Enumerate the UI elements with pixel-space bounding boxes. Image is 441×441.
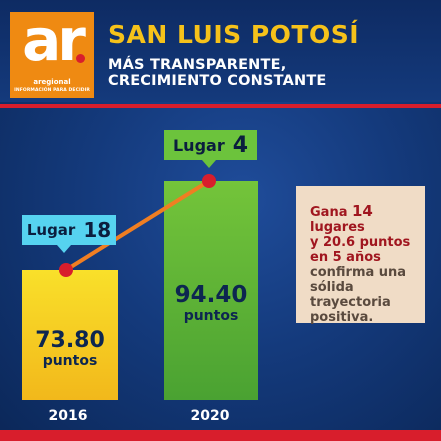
page-title: SAN LUIS POTOSÍ bbox=[108, 20, 360, 49]
x-tick-2020: 2020 bbox=[190, 408, 230, 424]
rank-number: 4 bbox=[232, 132, 249, 158]
footer-band bbox=[0, 430, 441, 441]
info-body-line-1: confirma una bbox=[310, 265, 407, 280]
logo-mark: ar bbox=[22, 6, 86, 74]
info-highlight-line-1: Gana 14 lugares bbox=[310, 202, 373, 236]
trend-point-2020 bbox=[202, 174, 216, 188]
subtitle-line-1: MÁS TRANSPARENTE, bbox=[108, 57, 287, 73]
logo-name: aregional bbox=[33, 78, 71, 86]
info-highlight-line-2: y 20.6 puntos bbox=[310, 235, 411, 250]
value-label-2016: 73.80 puntos bbox=[22, 328, 118, 369]
value-unit: puntos bbox=[183, 308, 239, 324]
subtitle-line-2: CRECIMIENTO CONSTANTE bbox=[108, 73, 327, 89]
logo: ar aregional INFORMACIÓN PARA DECIDIR bbox=[10, 6, 94, 98]
trend-point-2016 bbox=[59, 263, 73, 277]
rank-prefix: Lugar bbox=[26, 221, 76, 239]
header-divider bbox=[0, 104, 441, 108]
rank-number: 18 bbox=[83, 218, 112, 242]
rank-tag-2016: Lugar 18 bbox=[22, 215, 116, 253]
rank-tag-pointer bbox=[57, 245, 71, 253]
rank-tag-2020: Lugar 4 bbox=[164, 130, 257, 168]
bar-2020 bbox=[164, 181, 258, 400]
rank-prefix: Lugar bbox=[172, 135, 225, 155]
info-body-line-3: positiva. bbox=[310, 310, 374, 325]
x-tick-2016: 2016 bbox=[48, 408, 88, 424]
rank-tag-pointer bbox=[202, 160, 216, 168]
logo-dot bbox=[76, 54, 85, 63]
value-number: 73.80 bbox=[35, 328, 105, 353]
bar-2016 bbox=[22, 270, 118, 400]
info-highlight-line-3: en 5 años bbox=[310, 250, 381, 265]
logo-tagline: INFORMACIÓN PARA DECIDIR bbox=[14, 88, 90, 93]
trend-line bbox=[64, 179, 211, 272]
value-label-2020: 94.40 puntos bbox=[164, 282, 258, 324]
value-number: 94.40 bbox=[174, 282, 248, 308]
info-box: Gana 14 lugares y 20.6 puntos en 5 años … bbox=[296, 186, 425, 325]
value-unit: puntos bbox=[42, 353, 98, 369]
page-subtitle: MÁS TRANSPARENTE, CRECIMIENTO CONSTANTE bbox=[108, 57, 327, 89]
info-body-line-2: sólida trayectoria bbox=[310, 280, 391, 310]
